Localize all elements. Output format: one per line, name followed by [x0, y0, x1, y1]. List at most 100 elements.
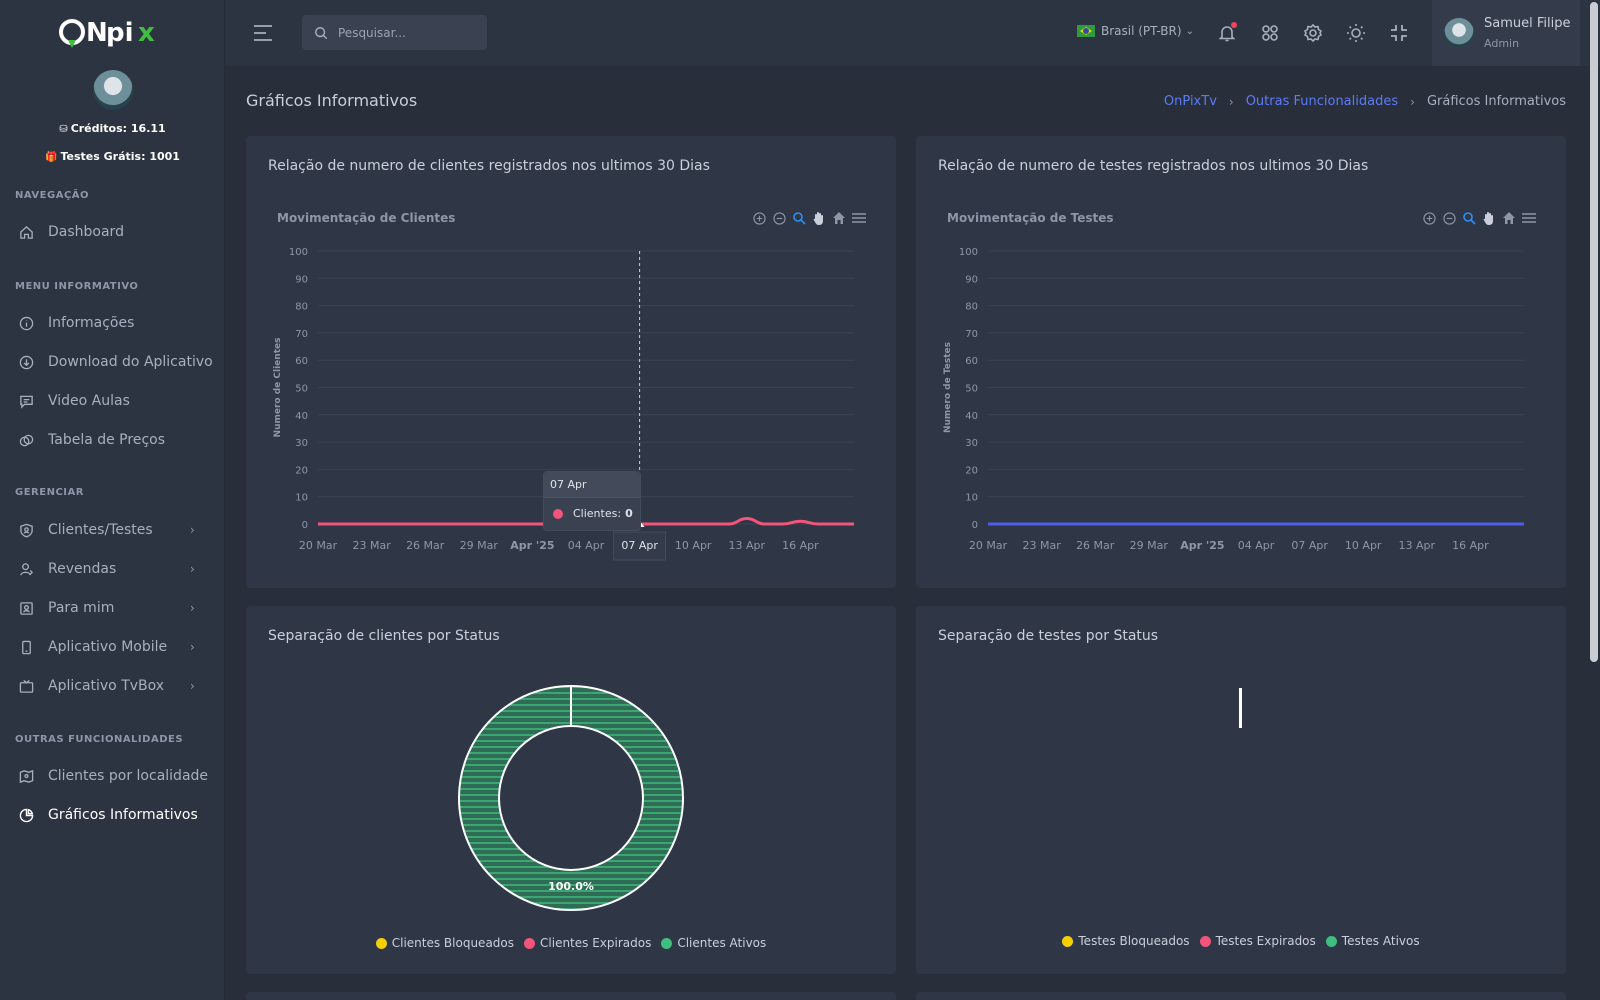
- x-tick-label: 13 Apr: [1399, 539, 1436, 552]
- reset-home-icon[interactable]: [1502, 211, 1516, 225]
- sidebar-item-dashboard[interactable]: Dashboard: [0, 215, 225, 249]
- menu-icon[interactable]: [1522, 211, 1536, 225]
- legend-dot: [1199, 935, 1211, 947]
- notification-button[interactable]: [1215, 21, 1239, 45]
- sidebar-item-aplicativo-mobile[interactable]: Aplicativo Mobile ›: [0, 630, 225, 664]
- language-label: Brasil (PT-BR): [1101, 24, 1182, 38]
- sidebar-item-aplicativo-tvbox[interactable]: Aplicativo TvBox ›: [0, 669, 225, 703]
- pan-hand-icon[interactable]: [812, 211, 826, 225]
- legend-label: Clientes Bloqueados: [391, 936, 515, 950]
- free-tests-text: Testes Grátis: 1001: [60, 150, 180, 163]
- x-tick-label: 23 Mar: [352, 539, 391, 552]
- legend-item[interactable]: Testes Ativos: [1325, 934, 1420, 948]
- card-title: Relação de numero de testes registrados …: [938, 158, 1369, 174]
- x-tick-label: 16 Apr: [782, 539, 819, 552]
- y-tick-label: 50: [295, 384, 308, 395]
- sidebar-item-label: Informações: [48, 315, 135, 331]
- pan-hand-icon[interactable]: [1482, 211, 1496, 225]
- language-selector[interactable]: Brasil (PT-BR) ⌄: [1077, 24, 1194, 38]
- sidebar-item-label: Dashboard: [48, 224, 124, 240]
- page-scrollbar[interactable]: [1590, 2, 1598, 662]
- next-card: [246, 992, 896, 1000]
- theme-toggle-button[interactable]: [1344, 21, 1368, 45]
- sidebar-item-tabela-precos[interactable]: Tabela de Preços: [0, 423, 225, 457]
- sidebar-item-graficos-informativos[interactable]: Gráficos Informativos: [0, 798, 225, 832]
- tooltip-series-dot: [553, 508, 563, 519]
- sidebar-item-clientes-testes[interactable]: Clientes/Testes ›: [0, 513, 225, 547]
- legend-item[interactable]: Testes Bloqueados: [1062, 934, 1190, 948]
- zoom-out-icon[interactable]: [772, 211, 786, 225]
- next-card: [916, 992, 1566, 1000]
- legend-label: Clientes Ativos: [677, 936, 767, 950]
- y-tick-label: 90: [965, 274, 978, 285]
- x-tick-label: 16 Apr: [1452, 539, 1489, 552]
- sidebar-avatar[interactable]: [93, 70, 133, 110]
- sidebar-item-label: Aplicativo TvBox: [48, 678, 165, 694]
- pie-chart-icon: [18, 807, 34, 823]
- zoom-select-icon[interactable]: [792, 211, 806, 225]
- tv-icon: [18, 678, 34, 694]
- zoom-in-icon[interactable]: [752, 211, 766, 225]
- sidebar-item-clientes-localidade[interactable]: Clientes por localidade: [0, 759, 225, 793]
- chevron-right-icon: ›: [1410, 94, 1415, 109]
- y-tick-label: 100: [959, 247, 978, 258]
- y-tick-label: 50: [965, 384, 978, 395]
- legend-item[interactable]: Clientes Ativos: [661, 936, 766, 950]
- sidebar-item-label: Video Aulas: [48, 393, 130, 409]
- info-icon: [18, 315, 34, 331]
- legend-item[interactable]: Clientes Expirados: [524, 936, 651, 950]
- settings-button[interactable]: [1301, 21, 1325, 45]
- x-tick-label: Apr '25: [510, 539, 554, 552]
- sidebar-item-video-aulas[interactable]: Video Aulas: [0, 384, 225, 418]
- legend-item[interactable]: Clientes Bloqueados: [375, 936, 515, 950]
- sidebar-item-label: Aplicativo Mobile: [48, 639, 168, 655]
- home-icon: [18, 224, 34, 240]
- sidebar-item-informacoes[interactable]: Informações: [0, 306, 225, 340]
- zoom-in-icon[interactable]: [1422, 211, 1436, 225]
- menu-toggle-icon[interactable]: [253, 24, 273, 42]
- legend-dot: [1062, 935, 1074, 947]
- sidebar-item-download[interactable]: Download do Aplicativo: [0, 345, 225, 379]
- zoom-select-icon[interactable]: [1462, 211, 1476, 225]
- y-tick-label: 40: [295, 411, 308, 422]
- tooltip-value: 0: [625, 507, 633, 520]
- y-tick-label: 80: [295, 302, 308, 313]
- credits-label: ⛁ Créditos: 16.11: [0, 122, 225, 135]
- search-icon: [315, 26, 328, 39]
- y-tick-label: 30: [965, 438, 978, 449]
- tests-line-chart[interactable]: 0 10 20 30 40 50 60 70 80 90 100 Numero de Testes 20…: [936, 236, 1546, 566]
- fullscreen-exit-button[interactable]: [1387, 21, 1411, 45]
- chart-title: Movimentação de Clientes: [277, 211, 456, 225]
- coin-icon: ⛁: [59, 124, 68, 135]
- chevron-right-icon: ›: [1228, 94, 1234, 109]
- clients-status-donut[interactable]: 100.0%: [451, 678, 691, 918]
- sidebar-item-label: Tabela de Preços: [48, 432, 165, 448]
- legend-label: Testes Expirados: [1215, 934, 1316, 948]
- sidebar-item-para-mim[interactable]: Para mim ›: [0, 591, 225, 625]
- breadcrumb-home-link[interactable]: OnPixTv: [1163, 94, 1217, 109]
- y-axis-label: Numero de Testes: [943, 342, 953, 433]
- page-title: Gráficos Informativos: [246, 91, 418, 110]
- user-menu[interactable]: Samuel Filipe Admin: [1432, 0, 1580, 66]
- y-tick-label: 40: [965, 411, 978, 422]
- x-tick-label: 23 Mar: [1022, 539, 1061, 552]
- user-icon: [18, 561, 34, 577]
- credits-text: Créditos: 16.11: [70, 122, 166, 135]
- sidebar-item-revendas[interactable]: Revendas ›: [0, 552, 225, 586]
- zoom-out-icon[interactable]: [1442, 211, 1456, 225]
- breadcrumb-section-link[interactable]: Outras Funcionalidades: [1245, 94, 1399, 109]
- y-tick-label: 30: [295, 438, 308, 449]
- reset-home-icon[interactable]: [832, 211, 846, 225]
- y-tick-label: 20: [295, 465, 308, 476]
- x-tick-label: 10 Apr: [675, 539, 712, 552]
- menu-icon[interactable]: [852, 211, 866, 225]
- sidebar-item-label: Gráficos Informativos: [48, 807, 198, 823]
- search-input[interactable]: [338, 25, 478, 40]
- sidebar-item-label: Revendas: [48, 561, 117, 577]
- search-box[interactable]: [302, 15, 487, 50]
- apps-button[interactable]: [1258, 21, 1282, 45]
- legend-item[interactable]: Testes Expirados: [1199, 934, 1316, 948]
- notification-dot: [1231, 22, 1237, 28]
- y-tick-label: 70: [295, 329, 308, 340]
- onpix-logo[interactable]: N pi x: [58, 14, 168, 52]
